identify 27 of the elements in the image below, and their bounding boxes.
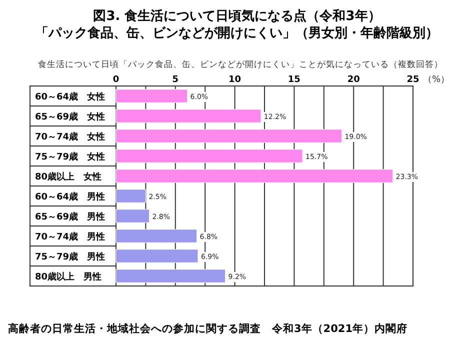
x-tick-label: 15 bbox=[288, 75, 300, 85]
chart-subtitle: 「パック食品、缶、ビンなどが開けにくい」（男女別・年齢階級別） bbox=[36, 26, 438, 41]
x-tick-label: 0 bbox=[112, 75, 120, 85]
y-tick-label: 60～64歳 男性 bbox=[35, 192, 106, 202]
bar bbox=[116, 209, 150, 223]
y-tick-label: 70～74歳 女性 bbox=[35, 132, 106, 142]
bar bbox=[116, 169, 394, 183]
chart-title: 図3. 食生活について日頃気になる点（令和3年） bbox=[93, 8, 381, 24]
y-tick-label: 75～79歳 女性 bbox=[35, 152, 106, 162]
x-tick-label: 25 bbox=[406, 75, 420, 85]
bar bbox=[116, 269, 226, 283]
y-tick-label: 70～74歳 男性 bbox=[35, 232, 106, 242]
y-tick-label: 80歳以上 女性 bbox=[35, 172, 102, 182]
y-tick-label: 65～69歳 男性 bbox=[35, 212, 106, 222]
bar bbox=[116, 189, 146, 203]
y-tick-label: 60～64歳 女性 bbox=[35, 92, 106, 102]
y-tick-label: 65～69歳 女性 bbox=[35, 112, 106, 122]
x-tick-label: 20 bbox=[347, 75, 360, 85]
bar bbox=[116, 229, 198, 243]
y-tick-label: 80歳以上 男性 bbox=[35, 272, 102, 282]
x-axis-title: （%） bbox=[423, 75, 450, 85]
y-tick-label: 75～79歳 男性 bbox=[35, 252, 106, 262]
x-tick-label: 10 bbox=[228, 75, 242, 85]
text: 食生活について日頃「パック食品、缶、ビンなどが開けにくい」ことが気になっている（複数回答） bbox=[38, 59, 443, 70]
x-tick-label: 5 bbox=[172, 75, 179, 85]
text: 高齢者の日常生活・地域社会への参加に関する調査 令和3年（2021年）内閣府 bbox=[8, 322, 408, 335]
bar bbox=[116, 89, 188, 103]
